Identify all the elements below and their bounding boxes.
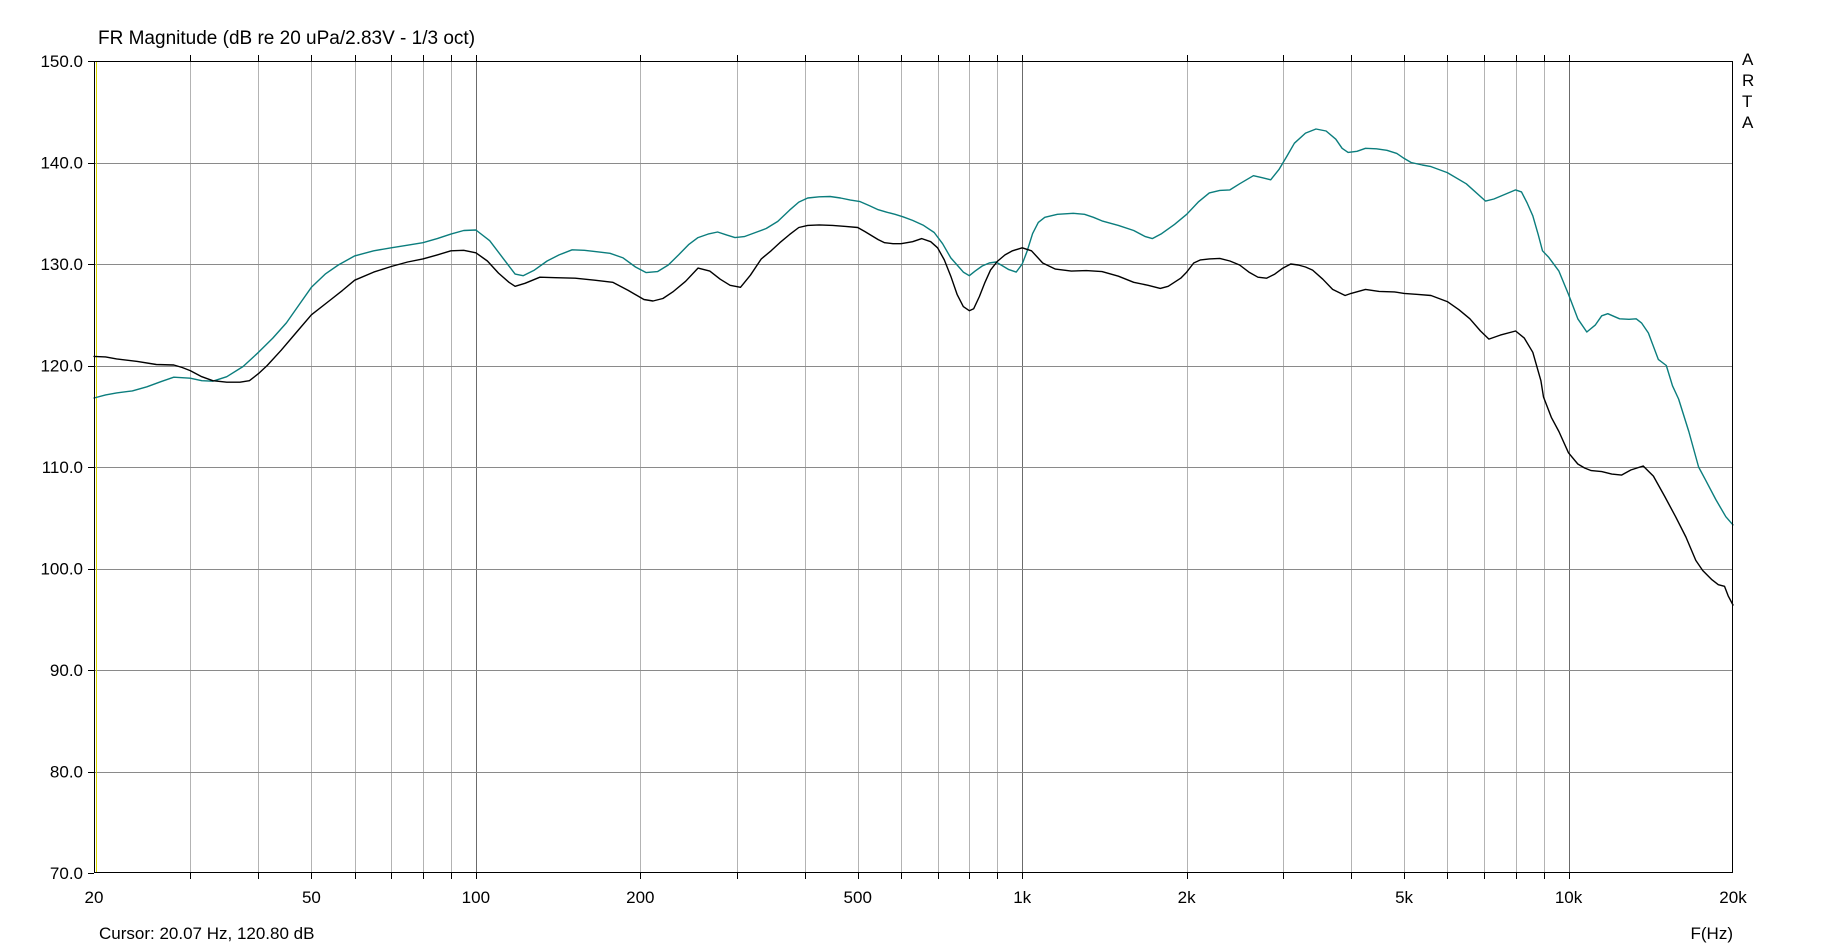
x-axis-tick-label: 500 [844,888,872,907]
y-axis-tick-label: 100.0 [40,560,83,579]
y-axis-tick-label: 140.0 [40,154,83,173]
fr-curve-overlay-teal [93,128,1734,526]
plot-border [94,61,1733,873]
y-axis-tick-label: 150.0 [40,52,83,71]
y-axis-tick-label: 80.0 [50,763,83,782]
x-axis-tick-label: 10k [1555,888,1583,907]
y-axis-tick-label: 90.0 [50,661,83,680]
x-axis-unit-label: F(Hz) [1690,924,1733,943]
y-axis-tick-label: 70.0 [50,864,83,883]
y-axis-tick-label: 130.0 [40,255,83,274]
x-axis-tick-label: 5k [1395,888,1413,907]
chart-title: FR Magnitude (dB re 20 uPa/2.83V - 1/3 o… [98,28,476,49]
y-axis-tick-label: 110.0 [42,458,83,477]
x-axis-tick-label: 200 [626,888,654,907]
x-axis-tick-label: 1k [1013,888,1031,907]
x-axis-tick-label: 20k [1719,888,1747,907]
x-axis-tick-label: 50 [302,888,321,907]
x-axis-tick-label: 20 [85,888,104,907]
x-axis-tick-label: 2k [1178,888,1196,907]
cursor-readout: Cursor: 20.07 Hz, 120.80 dB [99,924,315,943]
x-axis-tick-label: 100 [462,888,490,907]
fr-curve-measurement-black [93,224,1734,606]
arta-watermark: ARTA [1742,50,1755,132]
y-axis-tick-label: 120.0 [40,357,83,376]
